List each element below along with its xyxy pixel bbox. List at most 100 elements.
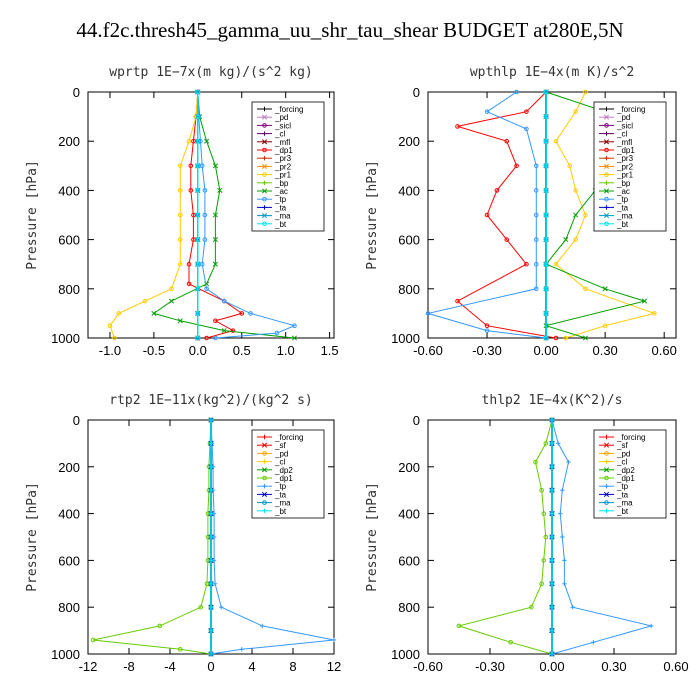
data-point (514, 89, 519, 95)
x-tick-label: 1.5 (321, 343, 339, 358)
data-point (177, 318, 183, 324)
data-point (213, 335, 218, 341)
legend-label: _forcing (274, 433, 303, 442)
x-tick-label: -0.5 (143, 343, 165, 358)
legend-label: _pd (274, 113, 288, 122)
series-pr1 (553, 89, 657, 341)
data-point (539, 581, 544, 587)
data-point (195, 311, 201, 316)
data-point (112, 335, 117, 341)
legend-item: _cl (257, 130, 285, 139)
y-tick-label: 1000 (391, 331, 420, 346)
legend-label: _dp1 (274, 474, 293, 483)
legend-label: _cl (274, 130, 285, 139)
data-point (583, 286, 588, 292)
data-point (456, 623, 462, 629)
y-tick-label: 600 (58, 233, 80, 248)
data-point (195, 188, 201, 193)
legend-label: _mfl (274, 138, 290, 147)
data-point (177, 188, 183, 193)
legend-label: _pd (616, 449, 630, 458)
legend: _forcing_pd_sicl_cl_mfl_dp1_pr3_pr2_pr1_… (593, 101, 667, 232)
legend-label: _dp2 (274, 466, 293, 475)
legend-item: _ta (599, 203, 629, 212)
legend-item: _pr2 (257, 162, 292, 171)
series-line (456, 91, 556, 339)
series-line (555, 91, 657, 339)
data-point (219, 605, 224, 610)
data-point (204, 335, 209, 341)
legend-label: _ac (616, 187, 630, 196)
x-tick-label: 1.0 (277, 343, 295, 358)
data-point (549, 417, 555, 423)
data-point (533, 163, 539, 169)
legend-label: _ta (616, 490, 629, 499)
legend-label: _tp (616, 195, 629, 204)
y-tick-label: 1000 (51, 331, 80, 346)
series-line (92, 419, 212, 655)
data-point (157, 623, 163, 629)
series-line (551, 419, 654, 655)
data-point (541, 558, 547, 563)
legend-label: _cl (616, 458, 627, 467)
legend-item: _sf (257, 441, 286, 450)
legend-label: _ta (274, 203, 287, 212)
data-point (543, 89, 549, 95)
legend-label: _bt (274, 220, 287, 229)
data-point (191, 212, 196, 218)
y-tick-label: 1000 (51, 647, 80, 662)
legend-item: _mfl (257, 138, 290, 147)
data-point (292, 323, 297, 329)
legend-item: _pr3 (257, 154, 292, 163)
data-point (188, 188, 194, 193)
x-tick-label: 0 (207, 659, 214, 674)
y-tick-label: 800 (398, 282, 420, 297)
data-point (195, 138, 201, 144)
x-tick-label: 0.00 (533, 343, 558, 358)
data-point (425, 311, 431, 316)
y-tick-label: 200 (398, 460, 420, 475)
data-point (204, 286, 209, 292)
y-axis-label: Pressure [hPa] (365, 482, 380, 592)
legend-item: _dp2 (257, 466, 293, 475)
data-point (524, 126, 529, 132)
series-line (197, 91, 297, 339)
data-point (549, 581, 555, 586)
y-tick-label: 800 (58, 600, 80, 615)
chart-title: wpthlp 1E−4x(m K)/s^2 (470, 65, 634, 80)
x-tick-label: -8 (123, 659, 135, 674)
data-point (549, 628, 555, 633)
y-tick-label: 200 (58, 460, 80, 475)
legend-label: _mfl (616, 138, 632, 147)
data-point (549, 464, 555, 469)
legend-item: _bt (257, 507, 287, 516)
data-point (177, 212, 183, 218)
data-point (558, 511, 563, 516)
legend-item: _dp2 (599, 466, 635, 475)
data-point (188, 163, 194, 169)
data-point (524, 109, 529, 114)
y-tick-label: 200 (58, 134, 80, 149)
plot-frame (427, 91, 677, 339)
x-tick-label: 0.60 (652, 343, 677, 358)
legend-label: _pd (616, 113, 630, 122)
y-tick-label: 400 (398, 183, 420, 198)
legend-label: _pr2 (274, 162, 292, 171)
data-point (195, 163, 201, 169)
legend-item: _ta (599, 490, 629, 499)
data-point (191, 138, 196, 144)
data-point (533, 459, 538, 465)
legend-label: _pr2 (616, 162, 634, 171)
data-point (533, 212, 539, 218)
data-point (151, 310, 157, 316)
legend-item: _ta (257, 490, 287, 499)
legend: _forcing_sf_pd_cl_dp2_dp1_tp_ta_ma_bt (593, 429, 667, 519)
legend-item: _bp (599, 179, 631, 188)
data-point (202, 188, 208, 193)
legend-label: _ma (274, 499, 291, 508)
data-point (177, 647, 183, 652)
series-bt (195, 89, 201, 341)
data-point (107, 323, 113, 329)
data-point (177, 261, 183, 267)
legend-label: _ma (616, 499, 633, 508)
